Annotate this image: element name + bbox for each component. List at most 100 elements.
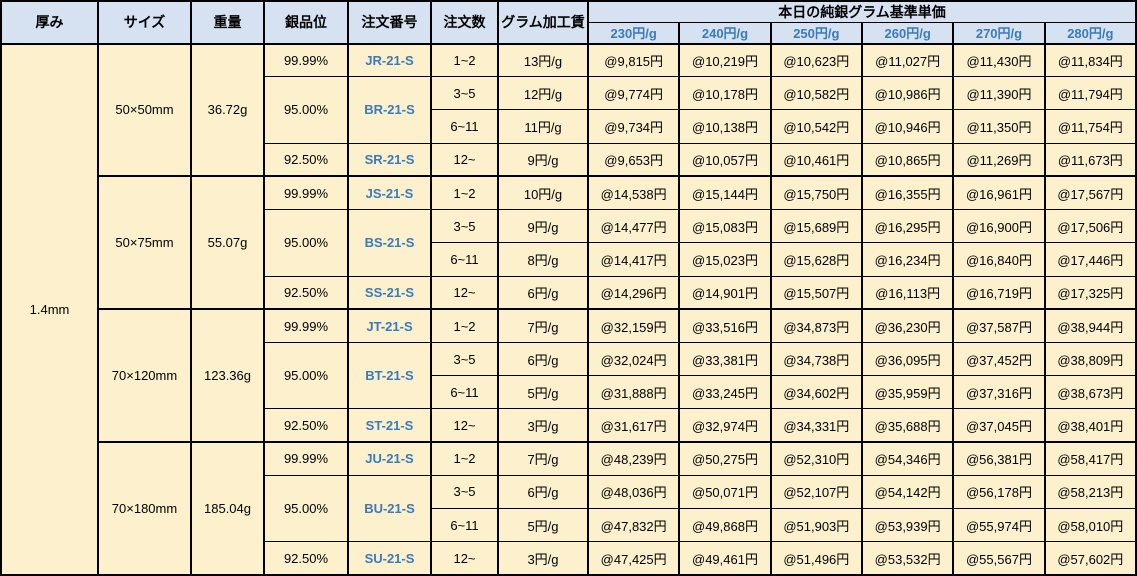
price-cell: @37,452円 xyxy=(952,341,1046,377)
price-cell: @15,628円 xyxy=(769,242,863,277)
price-cell: @35,688円 xyxy=(860,408,955,443)
purity-cell: 99.99% xyxy=(263,441,349,476)
price-cell: @49,461円 xyxy=(678,541,772,576)
price-cell: @50,071円 xyxy=(678,474,772,510)
price-cell: @49,868円 xyxy=(678,508,772,543)
price-cell: @10,542円 xyxy=(769,109,863,144)
price-cell: @11,269円 xyxy=(952,142,1046,177)
table-row: 6~11 5円/g @47,832円 @49,868円 @51,903円 @53,939円… xyxy=(1,508,1137,543)
size-cell: 50×75mm xyxy=(97,175,192,310)
table-row: 70×120mm 123.36g 99.99% JT-21-S 1~2 7円/g @32,1… xyxy=(1,308,1137,443)
price-cell: @34,602円 xyxy=(769,375,863,410)
price-col-header: 240円/g xyxy=(678,22,772,45)
price-cell: @15,144円 xyxy=(678,175,772,211)
purity-cell: 99.99% xyxy=(263,42,349,78)
price-cell: @11,430円 xyxy=(952,42,1046,78)
price-cell: @38,944円 xyxy=(1043,308,1137,343)
price-cell: @10,986円 xyxy=(860,76,955,111)
fee-cell: 12円/g xyxy=(497,76,589,111)
price-cell: @17,325円 xyxy=(1043,275,1137,310)
table-row: 92.50% SS-21-S 12~ 6円/g @14,296円 @14,901円 @15,… xyxy=(1,275,1137,310)
purity-cell: 92.50% xyxy=(263,541,349,576)
size-cell: 70×120mm xyxy=(97,308,192,443)
price-cell: @34,331円 xyxy=(769,408,863,443)
order-no-cell: BU-21-S xyxy=(347,474,432,543)
table-row: 92.50% ST-21-S 12~ 3円/g @31,617円 @32,974円 @34,… xyxy=(1,408,1137,443)
fee-cell: 5円/g xyxy=(497,375,589,410)
table-row: 6~11 11円/g @9,734円 @10,138円 @10,542円 @10,946円… xyxy=(1,109,1137,144)
price-cell: @16,355円 xyxy=(860,175,955,211)
col-header-weight: 重量 xyxy=(190,0,265,45)
order-no-cell: ST-21-S xyxy=(347,408,432,443)
price-cell: @55,974円 xyxy=(952,508,1046,543)
price-cell: @56,381円 xyxy=(952,441,1046,476)
price-cell: @36,095円 xyxy=(860,341,955,377)
price-cell: @52,310円 xyxy=(769,441,863,476)
price-cell: @17,567円 xyxy=(1043,175,1137,211)
purity-cell: 92.50% xyxy=(263,408,349,443)
qty-cell: 12~ xyxy=(430,408,499,443)
fee-cell: 11円/g xyxy=(497,109,589,144)
order-no-cell: JR-21-S xyxy=(347,42,432,78)
price-cell: @38,673円 xyxy=(1043,375,1137,410)
fee-cell: 5円/g xyxy=(497,508,589,543)
fee-cell: 13円/g xyxy=(497,42,589,78)
price-cell: @54,346円 xyxy=(860,441,955,476)
price-cell: @16,961円 xyxy=(952,175,1046,211)
price-cell: @9,734円 xyxy=(586,109,681,144)
weight-cell: 55.07g xyxy=(190,175,265,310)
qty-cell: 3~5 xyxy=(430,209,499,244)
purity-cell: 92.50% xyxy=(263,275,349,310)
col-header-order-no: 注文番号 xyxy=(347,0,432,45)
order-no-cell: BT-21-S xyxy=(347,341,432,410)
price-cell: @17,446円 xyxy=(1043,242,1137,277)
table-row: 6~11 8円/g @14,417円 @15,023円 @15,628円 @16,234円… xyxy=(1,242,1137,277)
col-header-qty: 注文数 xyxy=(430,0,499,45)
price-cell: @11,834円 xyxy=(1043,42,1137,78)
price-cell: @15,689円 xyxy=(769,209,863,244)
price-col-header: 230円/g xyxy=(586,22,681,45)
table-row: 95.00% BR-21-S 3~5 12円/g @9,774円 @10,178円 @10,… xyxy=(1,76,1137,144)
purity-cell: 92.50% xyxy=(263,142,349,177)
fee-cell: 6円/g xyxy=(497,275,589,310)
price-cell: @14,901円 xyxy=(678,275,772,310)
price-cell: @53,532円 xyxy=(860,541,955,576)
price-cell: @56,178円 xyxy=(952,474,1046,510)
weight-cell: 123.36g xyxy=(190,308,265,443)
price-cell: @32,974円 xyxy=(678,408,772,443)
qty-cell: 1~2 xyxy=(430,441,499,476)
fee-cell: 9円/g xyxy=(497,209,589,244)
price-group-header: 本日の純銀グラム基準単価 xyxy=(587,0,1137,23)
price-cell: @35,959円 xyxy=(860,375,955,410)
qty-cell: 12~ xyxy=(430,275,499,310)
qty-cell: 6~11 xyxy=(430,242,499,277)
fee-cell: 6円/g xyxy=(497,341,589,377)
fee-cell: 9円/g xyxy=(497,142,589,177)
fee-cell: 7円/g xyxy=(497,441,589,476)
price-cell: @10,865円 xyxy=(860,142,955,177)
purity-cell: 99.99% xyxy=(263,175,349,211)
table-row: 92.50% SR-21-S 12~ 9円/g @9,653円 @10,057円 @10,4… xyxy=(1,142,1137,177)
table-row: 1.4mm 50×50mm 36.72g 99.99% JR-21-S 1~2 13円/g @… xyxy=(0,42,1137,576)
qty-cell: 12~ xyxy=(430,541,499,576)
price-cell: @16,719円 xyxy=(952,275,1046,310)
price-cell: @55,567円 xyxy=(952,541,1046,576)
price-cell: @16,840円 xyxy=(952,242,1046,277)
price-cell: @11,673円 xyxy=(1043,142,1137,177)
price-cell: @37,045円 xyxy=(952,408,1046,443)
price-cell: @54,142円 xyxy=(860,474,955,510)
size-cell: 70×180mm xyxy=(97,441,192,576)
qty-cell: 6~11 xyxy=(430,508,499,543)
purity-cell: 95.00% xyxy=(263,341,349,410)
price-cell: @51,496円 xyxy=(769,541,863,576)
price-cell: @52,107円 xyxy=(769,474,863,510)
price-cell: @33,381円 xyxy=(678,341,772,377)
qty-cell: 1~2 xyxy=(430,42,499,78)
purity-cell: 95.00% xyxy=(263,474,349,543)
fee-cell: 3円/g xyxy=(497,408,589,443)
price-cell: @58,213円 xyxy=(1043,474,1137,510)
price-cell: @48,239円 xyxy=(586,441,681,476)
table-row: 95.00% BU-21-S 3~5 6円/g @48,036円 @50,071円 @52,… xyxy=(1,474,1137,543)
price-cell: @11,350円 xyxy=(952,109,1046,144)
